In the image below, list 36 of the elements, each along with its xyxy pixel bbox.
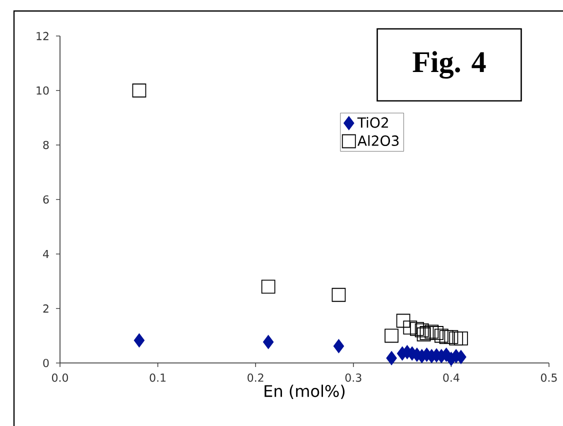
point — [449, 332, 464, 346]
point — [132, 84, 146, 98]
point — [410, 322, 424, 336]
y-tick-label: 0 — [43, 358, 49, 368]
annotation: Fig. 4 — [412, 51, 486, 79]
x-tick-label: 0.0 — [52, 374, 68, 382]
y-tick-label: 10 — [36, 86, 49, 95]
point — [439, 330, 454, 344]
x-axis-title: En (mol%) — [264, 384, 345, 399]
point — [444, 330, 458, 344]
legend-label: Al2O3 — [358, 135, 399, 146]
point — [261, 280, 276, 294]
point — [396, 314, 410, 328]
x-tick-label: 0.3 — [345, 374, 362, 382]
point — [134, 333, 145, 348]
point — [414, 323, 429, 338]
point — [424, 324, 439, 339]
legend-label: TiO2 — [357, 117, 388, 128]
x-tick-label: 0.2 — [248, 374, 264, 382]
y-tick-label: 2 — [43, 304, 48, 313]
point — [386, 351, 397, 366]
x-tick-label: 0.4 — [443, 374, 460, 382]
y-tick-label: 12 — [36, 32, 48, 40]
x-tick-label: 0.1 — [150, 374, 166, 382]
point — [332, 288, 346, 302]
point — [384, 328, 398, 343]
y-tick-label: 4 — [43, 250, 49, 258]
point — [403, 320, 418, 335]
y-tick-label: 6 — [43, 195, 49, 204]
point — [262, 335, 274, 349]
y-tick-label: 8 — [43, 140, 49, 150]
x-tick-label: 0.5 — [540, 374, 557, 382]
point — [420, 326, 434, 340]
point — [416, 327, 431, 342]
point — [434, 328, 448, 343]
point — [333, 339, 344, 354]
